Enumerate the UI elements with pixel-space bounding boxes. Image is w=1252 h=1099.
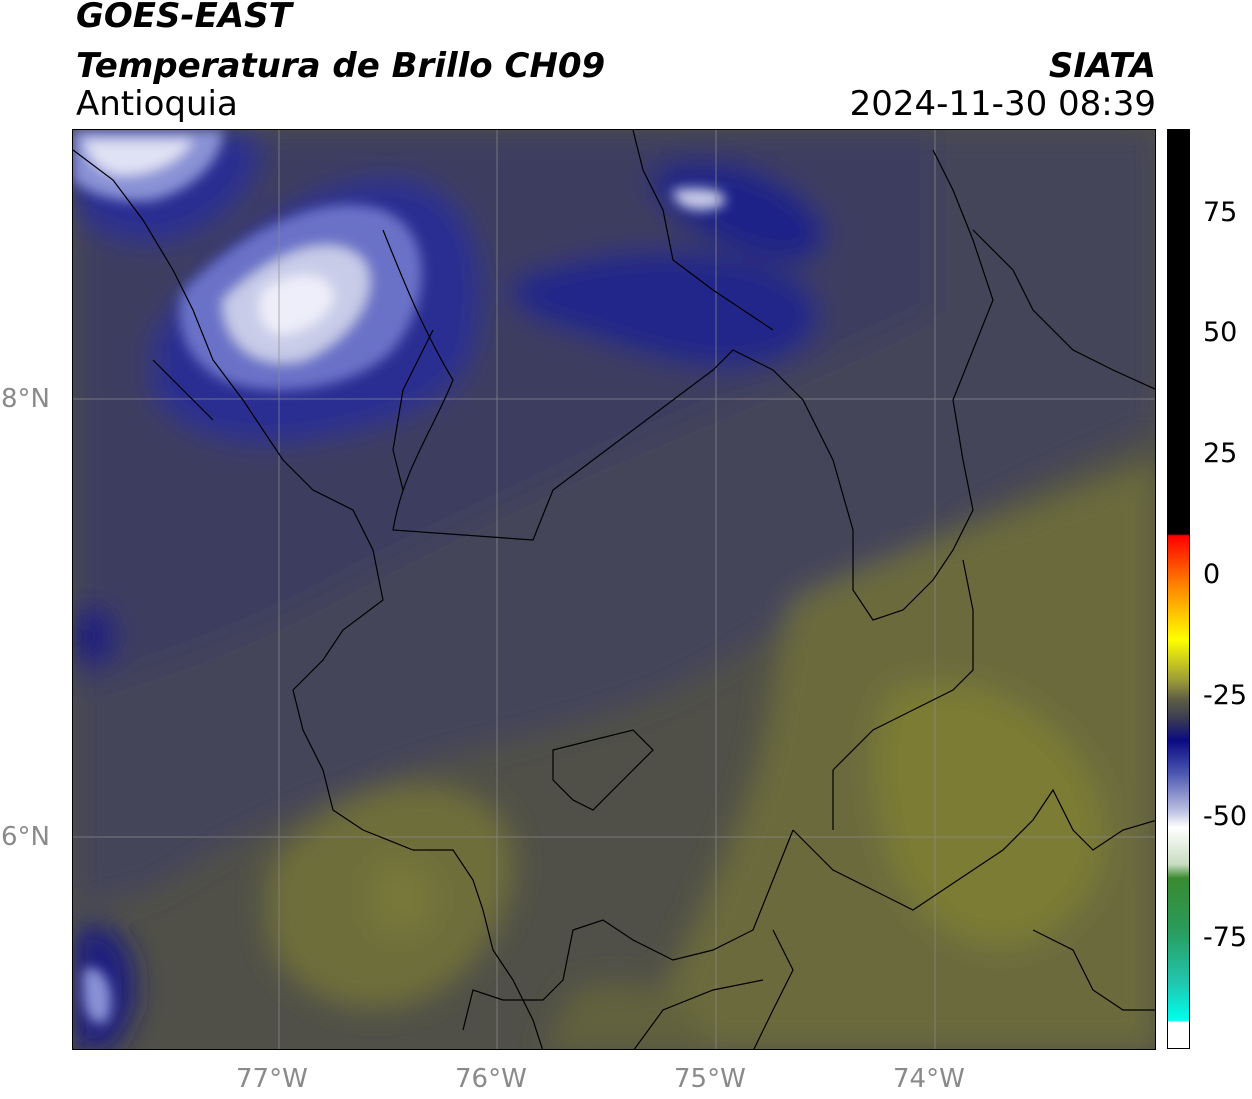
admin-borders [73, 130, 1155, 1049]
colorbar [1167, 129, 1190, 1049]
title-satellite: GOES-EAST [76, 0, 292, 36]
satellite-map [72, 129, 1156, 1050]
colorbar-tick-0: 0 [1203, 559, 1221, 590]
border-choco [73, 149, 543, 1049]
border-magdalena [832, 559, 974, 830]
border-valle-aburra [552, 729, 654, 811]
colorbar-tick-neg75: -75 [1203, 922, 1248, 953]
datetime-label: 2024-11-30 08:39 [849, 84, 1156, 124]
graticule [73, 130, 1155, 1049]
colorbar-tick-neg50: -50 [1203, 801, 1248, 832]
cold-cloud-cores [73, 130, 725, 1024]
colorbar-tick-75: 75 [1203, 197, 1238, 228]
border-boyaca [1032, 929, 1155, 1011]
border-north-1 [632, 130, 774, 331]
lon-label-75w: 75°W [674, 1064, 746, 1094]
border-south [462, 829, 794, 1031]
lat-label-6n: 6°N [1, 822, 50, 852]
colorbar-tick-neg25: -25 [1203, 680, 1248, 711]
title-region: Antioquia [76, 84, 238, 124]
title-product: Temperatura de Brillo CH09 [76, 46, 606, 86]
border-uraba [392, 329, 434, 491]
colorbar-tick-25: 25 [1203, 438, 1238, 469]
coast-segment [152, 359, 214, 421]
border-east-south [792, 788, 1155, 911]
border-cordoba-antioquia [382, 149, 994, 621]
lon-label-74w: 74°W [893, 1064, 965, 1094]
agency-label: SIATA [1048, 46, 1156, 86]
lon-label-77w: 77°W [236, 1064, 308, 1094]
border-east-north [972, 229, 1155, 390]
border-caldas [633, 929, 794, 1049]
colorbar-tick-50: 50 [1203, 317, 1238, 348]
lat-label-8n: 8°N [1, 384, 50, 414]
lon-label-76w: 76°W [455, 1064, 527, 1094]
map-canvas [73, 130, 1155, 1049]
